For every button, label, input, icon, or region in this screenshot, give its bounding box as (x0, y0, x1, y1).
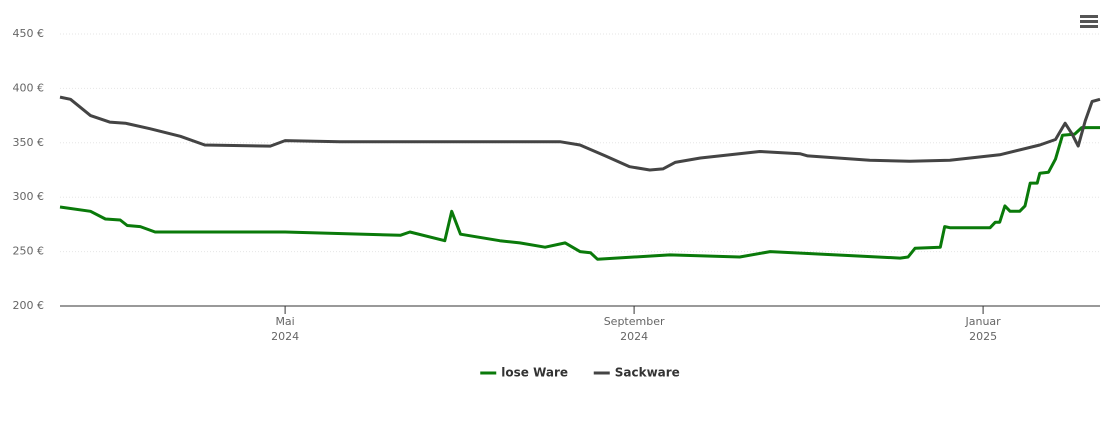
x-tick-year: 2025 (969, 330, 997, 343)
legend-item[interactable]: lose Ware (480, 366, 568, 380)
y-tick-label: 350 € (13, 136, 45, 149)
x-tick-year: 2024 (271, 330, 299, 343)
y-tick-label: 250 € (13, 245, 45, 258)
x-tick-label: September (604, 315, 665, 328)
y-tick-label: 300 € (13, 190, 45, 203)
legend-item[interactable]: Sackware (593, 366, 680, 380)
legend-label: lose Ware (501, 366, 568, 380)
series-line (59, 95, 1101, 172)
menu-button[interactable] (1080, 15, 1098, 28)
y-tick-label: 450 € (13, 27, 45, 40)
legend-label: Sackware (615, 366, 680, 380)
x-tick-year: 2024 (620, 330, 648, 343)
legend: lose Ware Sackware (480, 366, 680, 380)
x-tick-label: Mai (275, 315, 294, 328)
series-line (59, 126, 1100, 261)
x-tick-label: Januar (964, 315, 1001, 328)
y-tick-label: 400 € (13, 81, 45, 94)
y-tick-label: 200 € (13, 299, 45, 312)
